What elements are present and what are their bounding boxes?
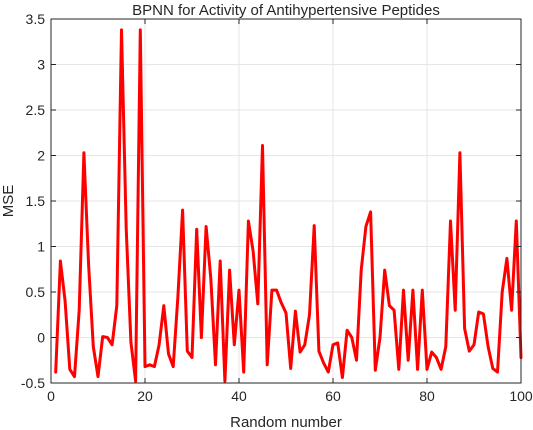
axis-ticks: 0 20 40 60 80 100-0.500.511.522.533.5 [21, 11, 533, 404]
y-axis-title: MSE [0, 185, 17, 218]
data-series [54, 28, 523, 383]
y-tick-label: 3 [37, 57, 45, 73]
x-tick-label: 80 [419, 388, 435, 404]
y-tick-label: 0 [37, 330, 45, 346]
series-line-0 [54, 28, 523, 383]
y-tick-label: 2.5 [26, 102, 46, 118]
y-tick-label: 2 [37, 148, 45, 164]
y-tick-label: -0.5 [21, 375, 45, 391]
y-tick-label: 0.5 [26, 284, 46, 300]
x-tick-label: 20 [137, 388, 153, 404]
x-axis-title: Random number [230, 414, 342, 430]
y-tick-label: 3.5 [26, 11, 46, 27]
x-tick-label: 60 [325, 388, 341, 404]
y-tick-label: 1.5 [26, 193, 46, 209]
y-tick-label: 1 [37, 239, 45, 255]
chart-title: BPNN for Activity of Antihypertensive Pe… [132, 2, 440, 19]
x-tick-label: 100 [509, 388, 533, 404]
x-tick-label: 0 [47, 388, 55, 404]
x-tick-label: 40 [231, 388, 247, 404]
